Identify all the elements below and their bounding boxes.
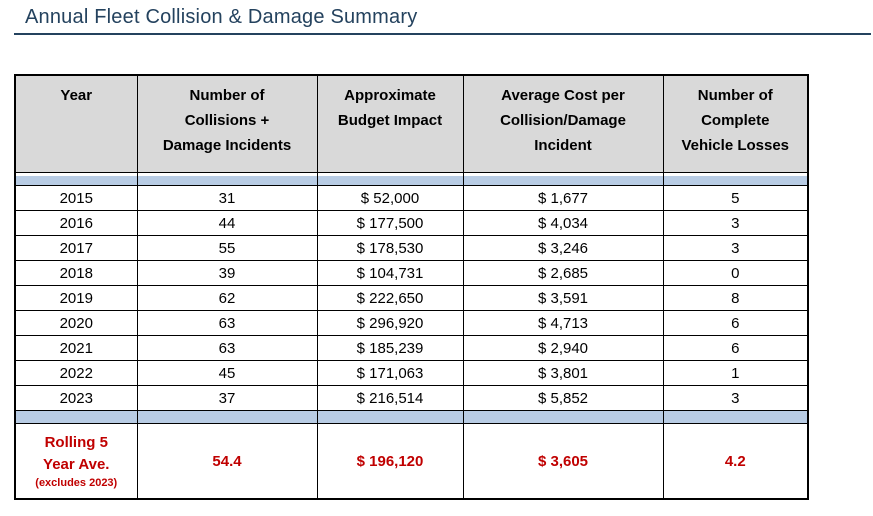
cell-losses: 0 (662, 260, 809, 286)
header-budget: Approximate Budget Impact (316, 74, 464, 173)
cell-incidents: 63 (136, 310, 318, 336)
spacer-cell (136, 410, 318, 424)
table-row: 2022 45 $ 171,063 $ 3,801 1 (14, 360, 809, 386)
spacer-cell (14, 410, 138, 424)
cell-year: 2021 (14, 335, 138, 361)
summary-budget: $ 196,120 (316, 423, 464, 500)
table-row: 2020 63 $ 296,920 $ 4,713 6 (14, 310, 809, 336)
summary-label-line2: Year Ave. (43, 455, 110, 473)
spacer-cell (462, 410, 664, 424)
spacer-cell (14, 176, 138, 186)
cell-losses: 6 (662, 310, 809, 336)
cell-year: 2022 (14, 360, 138, 386)
spacer-row-blue-bottom (14, 410, 809, 424)
cell-year: 2017 (14, 235, 138, 261)
cell-budget: $ 296,920 (316, 310, 464, 336)
summary-incidents: 54.4 (136, 423, 318, 500)
cell-incidents: 63 (136, 335, 318, 361)
spacer-cell (662, 410, 809, 424)
cell-losses: 3 (662, 235, 809, 261)
cell-losses: 5 (662, 185, 809, 211)
cell-incidents: 39 (136, 260, 318, 286)
cell-avg-cost: $ 3,591 (462, 285, 664, 311)
cell-year: 2023 (14, 385, 138, 411)
header-avg-cost: Average Cost per Collision/Damage Incide… (462, 74, 664, 173)
cell-year: 2019 (14, 285, 138, 311)
summary-losses: 4.2 (662, 423, 809, 500)
cell-incidents: 55 (136, 235, 318, 261)
cell-budget: $ 222,650 (316, 285, 464, 311)
cell-incidents: 31 (136, 185, 318, 211)
page-title: Annual Fleet Collision & Damage Summary (25, 6, 418, 28)
title-underline (14, 33, 871, 35)
cell-avg-cost: $ 2,940 (462, 335, 664, 361)
spacer-cell (136, 176, 318, 186)
cell-avg-cost: $ 4,034 (462, 210, 664, 236)
cell-budget: $ 216,514 (316, 385, 464, 411)
cell-budget: $ 104,731 (316, 260, 464, 286)
summary-row: Rolling 5 Year Ave. (excludes 2023) 54.4… (14, 423, 809, 500)
cell-budget: $ 185,239 (316, 335, 464, 361)
cell-budget: $ 178,530 (316, 235, 464, 261)
table-row: 2018 39 $ 104,731 $ 2,685 0 (14, 260, 809, 286)
cell-incidents: 44 (136, 210, 318, 236)
cell-losses: 3 (662, 385, 809, 411)
table-row: 2017 55 $ 178,530 $ 3,246 3 (14, 235, 809, 261)
cell-avg-cost: $ 1,677 (462, 185, 664, 211)
spacer-row-blue-top (14, 176, 809, 186)
header-incidents: Number of Collisions + Damage Incidents (136, 74, 318, 173)
cell-budget: $ 171,063 (316, 360, 464, 386)
cell-losses: 3 (662, 210, 809, 236)
header-row: Year Number of Collisions + Damage Incid… (14, 74, 809, 173)
summary-label-cell: Rolling 5 Year Ave. (excludes 2023) (14, 423, 138, 500)
spacer-cell (662, 176, 809, 186)
cell-year: 2020 (14, 310, 138, 336)
cell-incidents: 62 (136, 285, 318, 311)
spacer-row-white (14, 172, 809, 176)
cell-avg-cost: $ 3,801 (462, 360, 664, 386)
summary-avg-cost: $ 3,605 (462, 423, 664, 500)
cell-year: 2018 (14, 260, 138, 286)
spacer-cell (316, 176, 464, 186)
cell-avg-cost: $ 4,713 (462, 310, 664, 336)
table-row: 2016 44 $ 177,500 $ 4,034 3 (14, 210, 809, 236)
summary-label-note: (excludes 2023) (35, 476, 118, 489)
summary-label-line1: Rolling 5 (44, 434, 108, 452)
table-row: 2021 63 $ 185,239 $ 2,940 6 (14, 335, 809, 361)
cell-year: 2015 (14, 185, 138, 211)
table-row: 2015 31 $ 52,000 $ 1,677 5 (14, 185, 809, 211)
table-row: 2019 62 $ 222,650 $ 3,591 8 (14, 285, 809, 311)
cell-losses: 1 (662, 360, 809, 386)
cell-year: 2016 (14, 210, 138, 236)
cell-incidents: 45 (136, 360, 318, 386)
cell-avg-cost: $ 2,685 (462, 260, 664, 286)
cell-budget: $ 52,000 (316, 185, 464, 211)
cell-losses: 6 (662, 335, 809, 361)
header-year: Year (14, 74, 138, 173)
spacer-cell (462, 176, 664, 186)
cell-avg-cost: $ 3,246 (462, 235, 664, 261)
cell-incidents: 37 (136, 385, 318, 411)
cell-avg-cost: $ 5,852 (462, 385, 664, 411)
spacer-cell (662, 172, 809, 176)
cell-budget: $ 177,500 (316, 210, 464, 236)
fleet-summary-table: Year Number of Collisions + Damage Incid… (14, 74, 809, 500)
cell-losses: 8 (662, 285, 809, 311)
spacer-cell (316, 410, 464, 424)
table-row: 2023 37 $ 216,514 $ 5,852 3 (14, 385, 809, 411)
header-losses: Number of Complete Vehicle Losses (662, 74, 809, 173)
